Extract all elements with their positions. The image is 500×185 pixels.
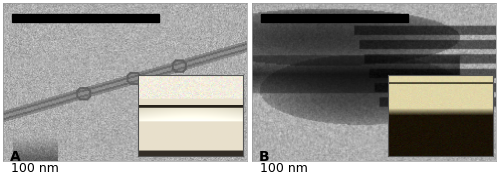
Bar [262,14,408,22]
Text: B: B [259,150,270,164]
Text: A: A [10,150,20,164]
Text: 100 nm: 100 nm [11,162,59,175]
Text: 100 nm: 100 nm [260,162,308,175]
Bar [12,14,158,22]
